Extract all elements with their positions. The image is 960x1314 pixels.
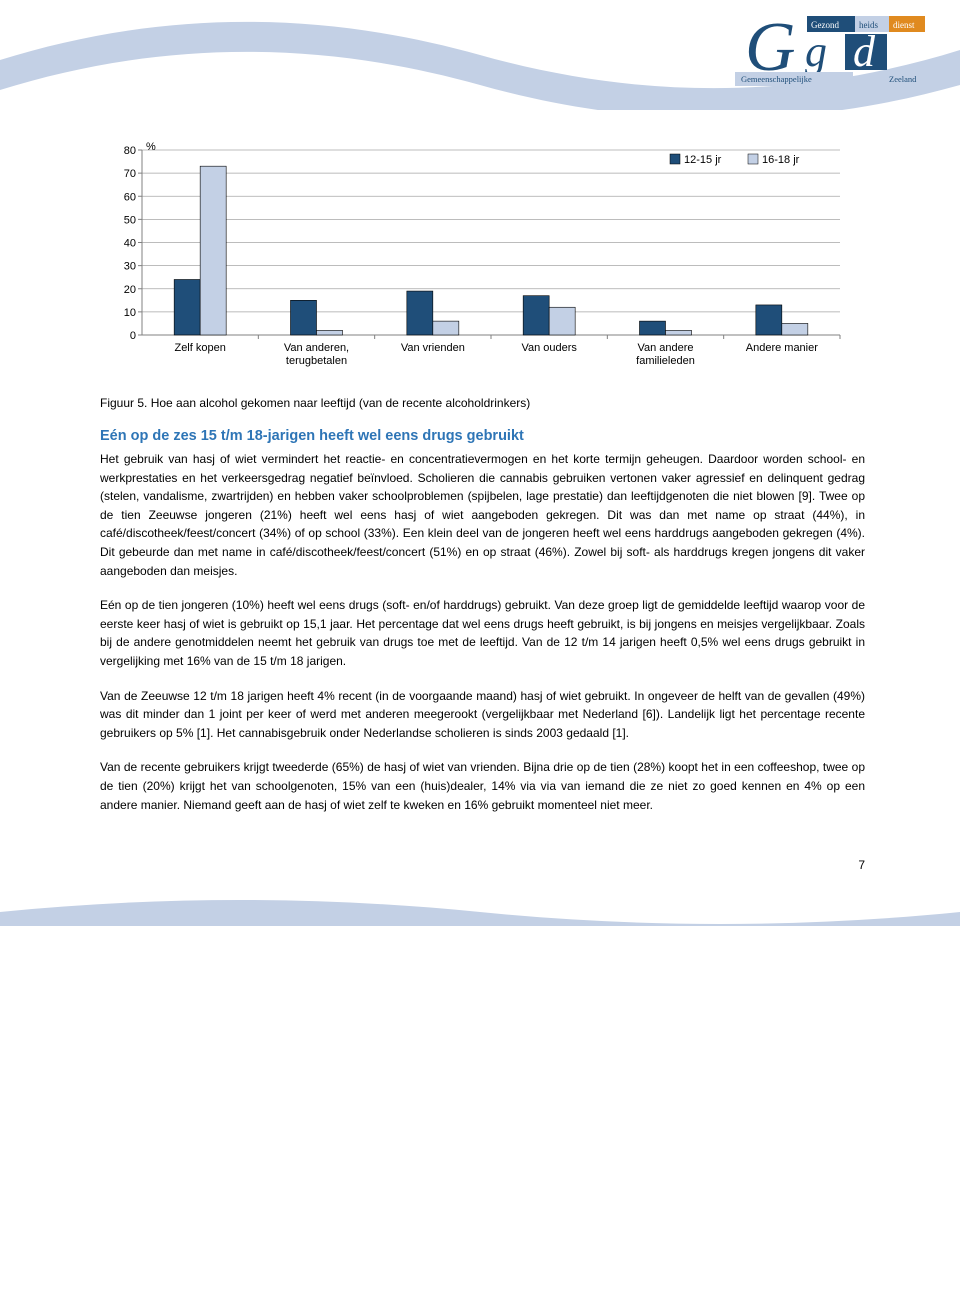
body-paragraph: Van de recente gebruikers krijgt tweeder… bbox=[100, 758, 865, 814]
page-content: 0 10 20 30 40 50 60 70 80% Zelf kopen Van anderen,… bbox=[0, 110, 960, 850]
svg-text:%: % bbox=[146, 141, 156, 153]
svg-text:12-15 jr: 12-15 jr bbox=[684, 154, 722, 166]
svg-text:Zelf kopen: Zelf kopen bbox=[174, 342, 225, 354]
svg-text:60: 60 bbox=[124, 191, 136, 203]
svg-text:Van anderen,: Van anderen, bbox=[284, 342, 349, 354]
svg-text:0: 0 bbox=[130, 330, 136, 342]
logo-text-dienst: dienst bbox=[893, 20, 915, 30]
svg-text:Van ouders: Van ouders bbox=[521, 342, 577, 354]
svg-text:familieleden: familieleden bbox=[636, 355, 695, 367]
ggd-logo: G Gezond heids dienst g d Gemeenschappel… bbox=[735, 8, 925, 90]
figure-caption: Figuur 5. Hoe aan alcohol gekomen naar l… bbox=[100, 396, 865, 410]
body-paragraph: Van de Zeeuwse 12 t/m 18 jarigen heeft 4… bbox=[100, 687, 865, 743]
body-paragraph: Het gebruik van hasj of wiet vermindert … bbox=[100, 450, 865, 580]
svg-text:Andere manier: Andere manier bbox=[746, 342, 818, 354]
svg-text:80: 80 bbox=[124, 145, 136, 157]
body-paragraph: Eén op de tien jongeren (10%) heeft wel … bbox=[100, 596, 865, 670]
svg-text:Van vrienden: Van vrienden bbox=[401, 342, 465, 354]
logo-d: d bbox=[853, 27, 876, 76]
svg-text:30: 30 bbox=[124, 261, 136, 273]
svg-text:50: 50 bbox=[124, 214, 136, 226]
logo-text-gemeenschappelijke: Gemeenschappelijke bbox=[741, 74, 812, 84]
logo-text-zeeland: Zeeland bbox=[889, 74, 917, 84]
svg-text:10: 10 bbox=[124, 307, 136, 319]
page-header: G Gezond heids dienst g d Gemeenschappel… bbox=[0, 0, 960, 110]
section-title: Eén op de zes 15 t/m 18-jarigen heeft we… bbox=[100, 428, 865, 444]
page-number: 7 bbox=[0, 850, 960, 900]
svg-text:16-18 jr: 16-18 jr bbox=[762, 154, 800, 166]
svg-text:Van andere: Van andere bbox=[637, 342, 693, 354]
svg-text:20: 20 bbox=[124, 284, 136, 296]
svg-text:terugbetalen: terugbetalen bbox=[286, 355, 347, 367]
svg-text:70: 70 bbox=[124, 168, 136, 180]
footer-wave bbox=[0, 900, 960, 926]
svg-text:40: 40 bbox=[124, 238, 136, 250]
alcohol-source-chart: 0 10 20 30 40 50 60 70 80% Zelf kopen Van anderen,… bbox=[100, 140, 865, 390]
logo-gd: g bbox=[805, 27, 827, 76]
